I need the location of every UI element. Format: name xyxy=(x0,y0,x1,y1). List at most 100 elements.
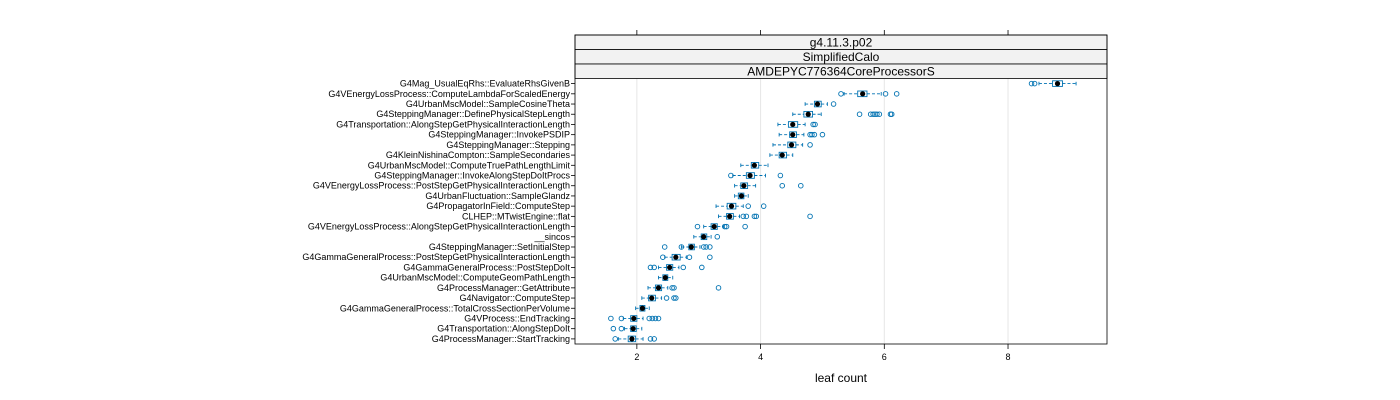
box-row xyxy=(804,100,837,108)
median-dot xyxy=(639,305,646,311)
box-iqr xyxy=(789,131,797,138)
box-row xyxy=(718,213,813,220)
box-iqr xyxy=(787,141,797,149)
category-label: G4GammaGeneralProcess::PostStepDoIt xyxy=(403,262,570,272)
category-label: G4Mag_UsualEqRhs::EvaluateRhsGivenB xyxy=(400,79,570,89)
box-iqr xyxy=(750,162,760,169)
category-label: G4GammaGeneralProcess::TotalCrossSection… xyxy=(340,303,570,313)
median-dot xyxy=(711,223,717,230)
category-label: G4VEnergyLossProcess::PostStepGetPhysica… xyxy=(313,181,570,191)
x-axis-label: leaf count xyxy=(815,371,868,385)
category-label: G4Navigator::ComputeStep xyxy=(459,293,570,303)
box-row xyxy=(715,202,767,210)
category-label: __sincos xyxy=(533,232,570,242)
outlier-point xyxy=(694,223,701,230)
outlier-point xyxy=(700,244,707,250)
box-iqr xyxy=(654,284,663,292)
outlier-point xyxy=(743,213,750,220)
median-dot xyxy=(727,213,733,219)
outlier-point xyxy=(714,234,721,240)
median-dot xyxy=(788,142,795,148)
median-dot xyxy=(860,91,866,97)
category-labels: G4Mag_UsualEqRhs::EvaluateRhsGivenBG4VEn… xyxy=(302,79,570,344)
box-iqr xyxy=(745,172,755,179)
category-label: G4ProcessManager::GetAttribute xyxy=(437,283,570,293)
outlier-point xyxy=(660,254,666,260)
outlier-point xyxy=(707,244,713,250)
outlier-point xyxy=(680,264,687,271)
box-iqr xyxy=(1052,80,1063,87)
median-dot xyxy=(629,336,635,342)
outlier-point xyxy=(673,295,679,301)
outlier-point xyxy=(830,101,837,107)
box-row xyxy=(647,264,705,271)
outlier-point xyxy=(838,91,844,97)
box-row xyxy=(658,274,674,281)
box-iqr xyxy=(857,90,868,98)
strip-label: SimplifiedCalo xyxy=(803,50,880,64)
outlier-point xyxy=(618,325,625,332)
box-row xyxy=(838,90,900,98)
outlier-point xyxy=(647,264,654,271)
median-dot xyxy=(790,132,796,138)
median-dot xyxy=(738,193,745,199)
median-dot xyxy=(747,172,753,179)
outlier-point xyxy=(671,295,677,301)
outlier-point xyxy=(649,315,656,322)
box-row xyxy=(777,121,818,128)
median-dot xyxy=(688,244,694,250)
box-row xyxy=(694,223,748,230)
category-label: G4PropagatorInField::ComputeStep xyxy=(426,201,570,211)
category-label: G4VEnergyLossProcess::AlongStepGetPhysic… xyxy=(308,222,570,232)
strip-label: AMDEPYC776364CoreProcessorS xyxy=(747,65,934,79)
category-label: G4SteppingManager::Stepping xyxy=(446,140,570,150)
box-iqr xyxy=(671,253,681,261)
category-label: G4VEnergyLossProcess::ComputeLambdaForSc… xyxy=(328,89,570,99)
median-dot xyxy=(630,326,636,332)
x-tick-label: 4 xyxy=(758,352,763,362)
box-iqr xyxy=(803,110,813,118)
category-label: G4ProcessManager::StartTracking xyxy=(432,334,570,344)
box-iqr xyxy=(710,223,718,230)
category-label: G4UrbanFluctuation::SampleGlandz xyxy=(425,191,570,201)
box-iqr xyxy=(666,264,674,271)
box-iqr xyxy=(740,182,749,189)
median-dot xyxy=(662,275,668,281)
outlier-point xyxy=(807,213,813,220)
outlier-point xyxy=(671,285,677,291)
box-row xyxy=(660,253,713,261)
category-label: G4KleinNishinaCompton::SampleSecondaries xyxy=(386,150,571,160)
outlier-point xyxy=(819,131,826,138)
outlier-point xyxy=(661,244,668,250)
median-dot xyxy=(667,264,673,271)
category-label: G4UrbanMscModel::SampleCosineTheta xyxy=(406,99,570,109)
category-label: G4SteppingManager::DefinePhysicalStepLen… xyxy=(376,109,570,119)
outlier-point xyxy=(678,244,685,250)
outlier-point xyxy=(612,336,618,342)
median-dot xyxy=(649,295,655,301)
outlier-point xyxy=(715,285,722,291)
outlier-point xyxy=(663,295,670,301)
outlier-point xyxy=(812,121,818,128)
outlier-point xyxy=(707,254,713,260)
outlier-point xyxy=(686,254,693,260)
box-row xyxy=(661,243,713,251)
x-tick-label: 6 xyxy=(882,352,887,362)
outlier-point xyxy=(798,182,804,189)
x-tick-label: 8 xyxy=(1006,352,1011,362)
box-row xyxy=(635,305,650,312)
box-iqr xyxy=(630,315,638,322)
outlier-point xyxy=(753,213,760,220)
outlier-point xyxy=(728,172,734,179)
outlier-point xyxy=(669,285,675,291)
outlier-point xyxy=(856,111,863,117)
outlier-point xyxy=(740,213,747,220)
outlier-point xyxy=(618,315,625,322)
category-label: G4Transportation::AlongStepDoIt xyxy=(437,324,570,334)
x-tick-label: 2 xyxy=(634,352,639,362)
box-iqr xyxy=(726,202,737,210)
box-row xyxy=(728,172,784,179)
outlier-point xyxy=(870,111,876,117)
outlier-point xyxy=(874,111,880,117)
